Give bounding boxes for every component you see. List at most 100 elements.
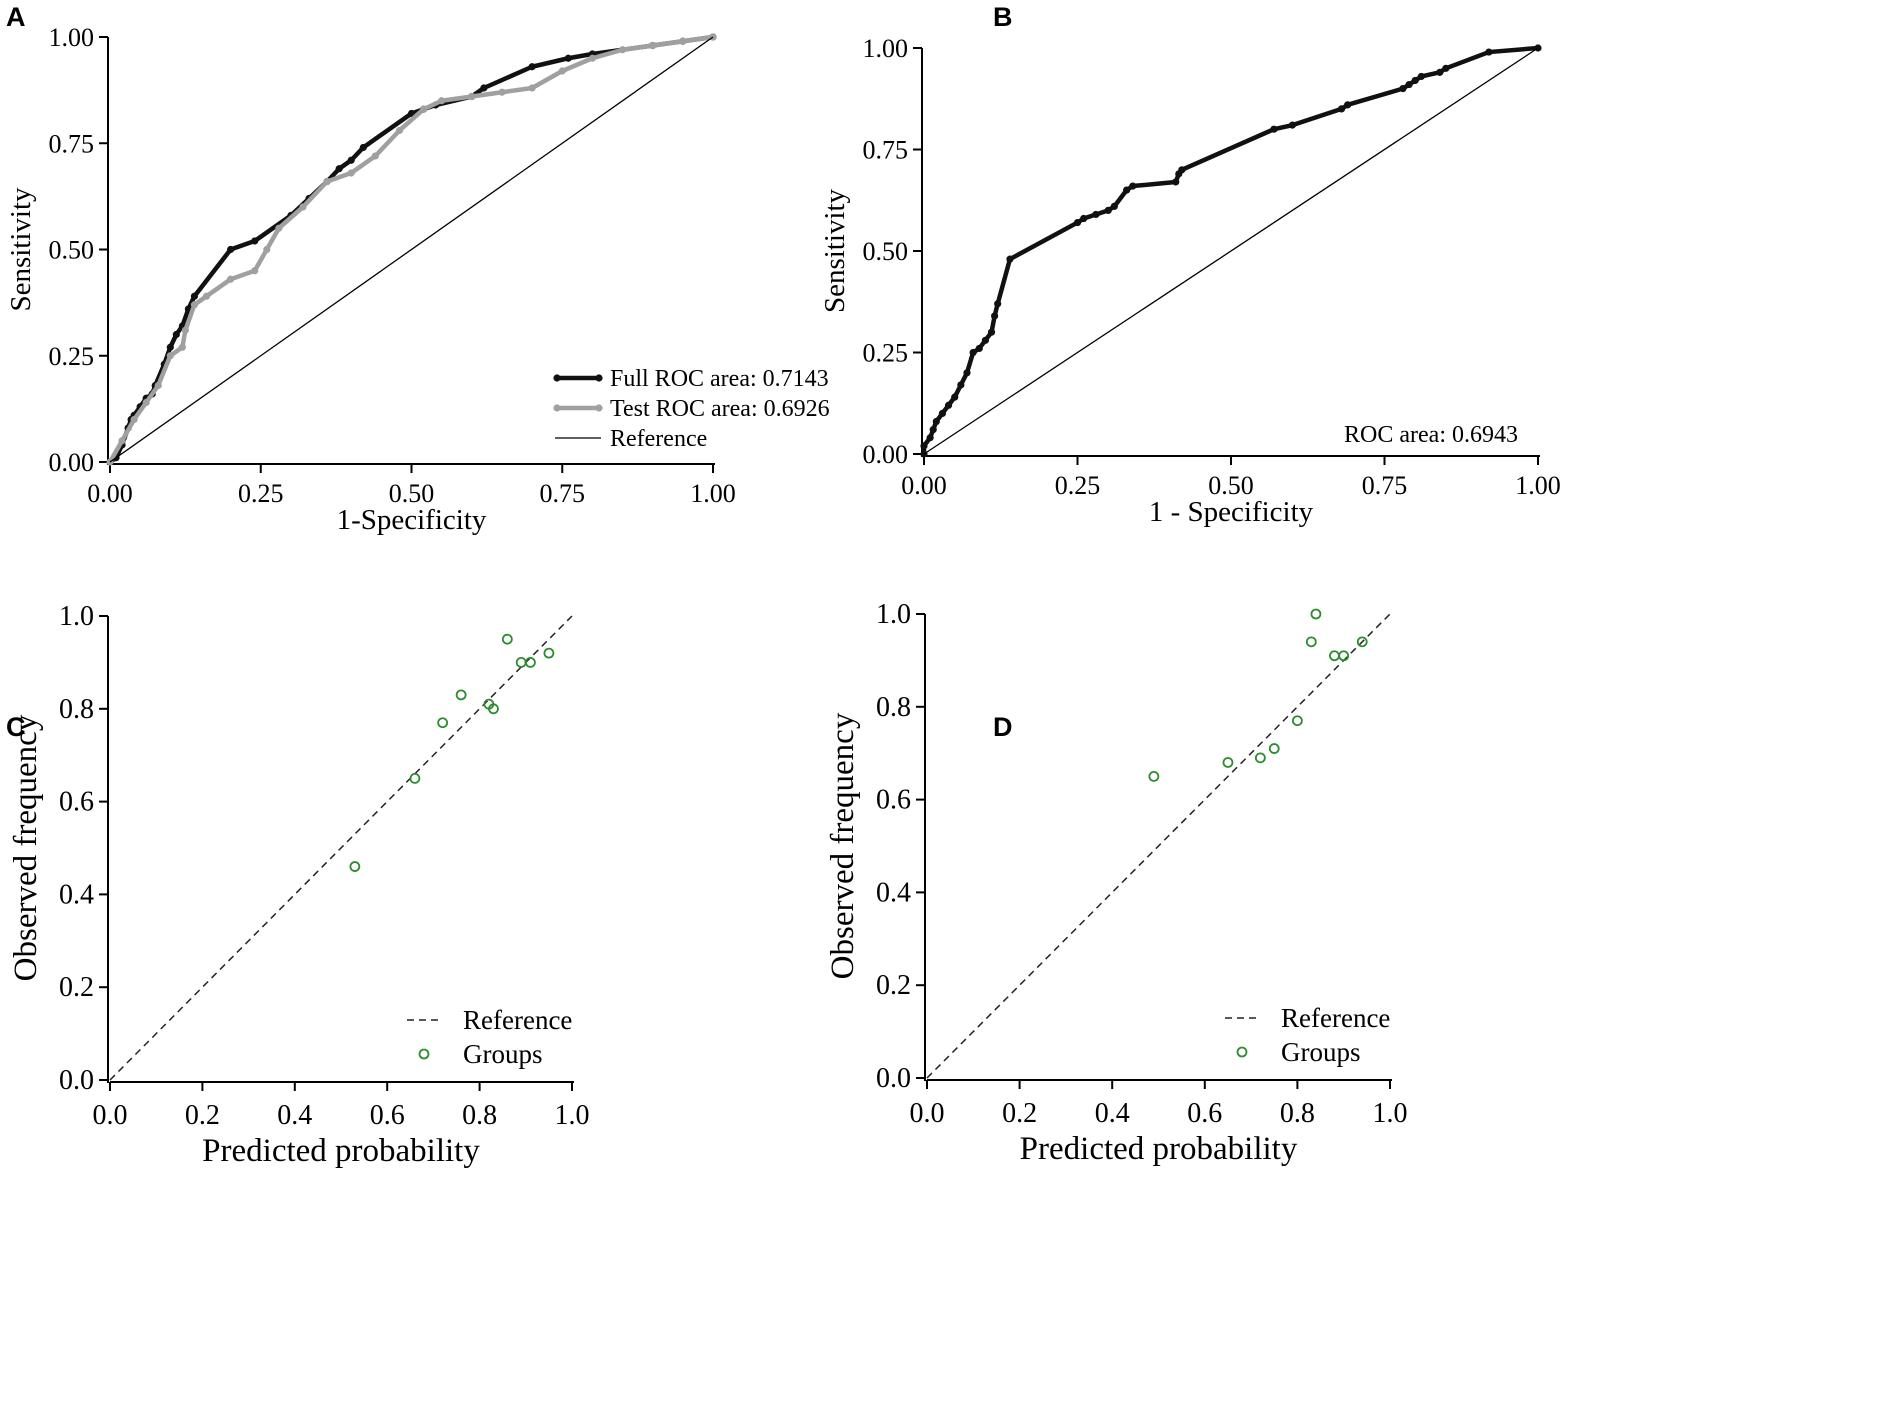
roc-point bbox=[227, 245, 235, 254]
y-tick-label: 0.75 bbox=[49, 129, 95, 158]
roc-point bbox=[1110, 202, 1118, 210]
legend-label: Test ROC area: 0.6926 bbox=[610, 396, 830, 422]
roc-point bbox=[251, 267, 259, 275]
axes-a: 0.00 0.25 0.50 0.75 1.00 0.00 0.25 0.50 0.75 1.00… bbox=[5, 23, 736, 536]
roc-point bbox=[991, 312, 999, 320]
series-a-roc-1 bbox=[106, 33, 717, 466]
roc-point bbox=[1006, 255, 1014, 263]
y-tick-label: 0.4 bbox=[876, 877, 911, 908]
roc-point bbox=[251, 237, 259, 245]
roc-point bbox=[419, 105, 428, 113]
panel-label-b: B bbox=[993, 2, 1013, 32]
x-tick-label: 0.0 bbox=[910, 1098, 945, 1129]
series-d-groups bbox=[1148, 608, 1368, 782]
x-axis-title: Predicted probability bbox=[202, 1133, 480, 1169]
panel-label-d: D bbox=[993, 712, 1013, 742]
y-axis-title: Observed frequency bbox=[8, 714, 44, 981]
panel-a: A 0.00 0.25 0.50 0.75 1.00 0.00 0.25 0.50 0.75 1.… bbox=[0, 0, 951, 709]
y-tick-label: 0.2 bbox=[59, 972, 94, 1003]
y-tick-label: 0.25 bbox=[863, 339, 909, 368]
roc-point bbox=[275, 224, 283, 232]
roc-chart-b: 0.00 0.25 0.50 0.75 1.00 0.00 0.25 0.50 0.75 1.00… bbox=[819, 34, 1561, 528]
reference-line bbox=[109, 36, 714, 463]
group-point bbox=[1222, 757, 1234, 768]
legend-c: Reference Groups bbox=[407, 1005, 572, 1069]
y-tick-label: 0.8 bbox=[876, 692, 911, 723]
legend-item: Full ROC area: 0.7143 bbox=[553, 366, 829, 392]
x-tick-label: 1.00 bbox=[690, 479, 736, 508]
roc-point bbox=[1178, 166, 1186, 174]
roc-point bbox=[154, 381, 162, 390]
roc-point bbox=[468, 92, 476, 101]
legend-item: Groups bbox=[418, 1039, 543, 1069]
reference-dashed-line bbox=[109, 615, 573, 1081]
x-tick-label: 0.4 bbox=[277, 1100, 312, 1131]
x-axis-title: 1 - Specificity bbox=[1149, 496, 1314, 528]
x-tick-label: 0.0 bbox=[93, 1100, 128, 1131]
group-point bbox=[1305, 636, 1317, 648]
roc-point bbox=[588, 54, 597, 62]
y-tick-label: 1.00 bbox=[49, 23, 95, 52]
y-tick-label: 0.50 bbox=[49, 236, 95, 265]
series-d-reference bbox=[926, 613, 1391, 1079]
group-point bbox=[409, 772, 421, 784]
x-tick-label: 0.2 bbox=[185, 1100, 220, 1131]
legend-swatch-marker bbox=[595, 404, 603, 412]
y-tick-label: 0.0 bbox=[59, 1065, 94, 1096]
roc-point bbox=[178, 343, 186, 351]
roc-point bbox=[975, 344, 983, 353]
roc-point bbox=[202, 292, 211, 300]
group-point bbox=[437, 717, 449, 729]
roc-point bbox=[957, 381, 965, 389]
y-tick-label: 0.2 bbox=[876, 970, 911, 1001]
y-tick-label: 0.6 bbox=[876, 785, 911, 816]
roc-point bbox=[190, 292, 199, 300]
x-tick-label: 0.4 bbox=[1095, 1098, 1130, 1129]
roc-point bbox=[1411, 76, 1419, 85]
group-point bbox=[543, 647, 555, 659]
x-tick-label: 0.00 bbox=[87, 479, 133, 508]
roc-point bbox=[335, 165, 343, 173]
legend-label: Groups bbox=[463, 1039, 543, 1069]
roc-point bbox=[679, 37, 687, 45]
group-point bbox=[525, 657, 536, 668]
group-point bbox=[1356, 636, 1368, 648]
roc-point bbox=[1092, 210, 1100, 219]
group-point bbox=[1148, 770, 1160, 782]
roc-point bbox=[438, 97, 446, 105]
y-tick-label: 0.50 bbox=[863, 237, 909, 266]
roc-chart-a: 0.00 0.25 0.50 0.75 1.00 0.00 0.25 0.50 0.75 1.00… bbox=[5, 23, 830, 536]
roc-curve-line bbox=[108, 34, 714, 464]
roc-point bbox=[929, 426, 937, 434]
y-tick-label: 0.0 bbox=[876, 1063, 911, 1094]
group-point bbox=[455, 689, 467, 701]
roc-point bbox=[227, 275, 235, 283]
x-tick-label: 1.00 bbox=[1515, 471, 1561, 500]
roc-point bbox=[1073, 218, 1082, 227]
reference-line bbox=[923, 47, 1539, 455]
legend-swatch-marker bbox=[553, 404, 561, 412]
roc-point bbox=[963, 369, 971, 377]
series-a-reference bbox=[109, 36, 714, 463]
series-b-roc-0 bbox=[920, 44, 1542, 458]
calibration-chart-d: 0.0 0.2 0.4 0.6 0.8 1.0 0.0 0.2 0.4 0.6 0.8 1.0 Pred… bbox=[825, 599, 1408, 1167]
legend-swatch-marker bbox=[553, 374, 561, 382]
x-axis-title: Predicted probability bbox=[1020, 1131, 1298, 1167]
y-tick-label: 0.6 bbox=[59, 787, 94, 818]
roc-point bbox=[166, 352, 174, 360]
roc-point bbox=[395, 126, 404, 135]
roc-point bbox=[994, 300, 1002, 308]
roc-point bbox=[926, 434, 934, 442]
roc-point bbox=[1080, 214, 1088, 223]
roc-point bbox=[172, 330, 180, 339]
roc-point bbox=[359, 143, 367, 152]
legend-label: Reference bbox=[610, 426, 707, 452]
reference-dashed-line bbox=[926, 613, 1391, 1079]
y-tick-label: 0.25 bbox=[49, 342, 95, 371]
y-axis-title: Observed frequency bbox=[825, 712, 861, 979]
roc-point bbox=[1442, 64, 1450, 72]
roc-point bbox=[1104, 206, 1112, 214]
group-point bbox=[1338, 650, 1350, 662]
roc-point bbox=[130, 415, 138, 424]
roc-point bbox=[528, 63, 536, 71]
